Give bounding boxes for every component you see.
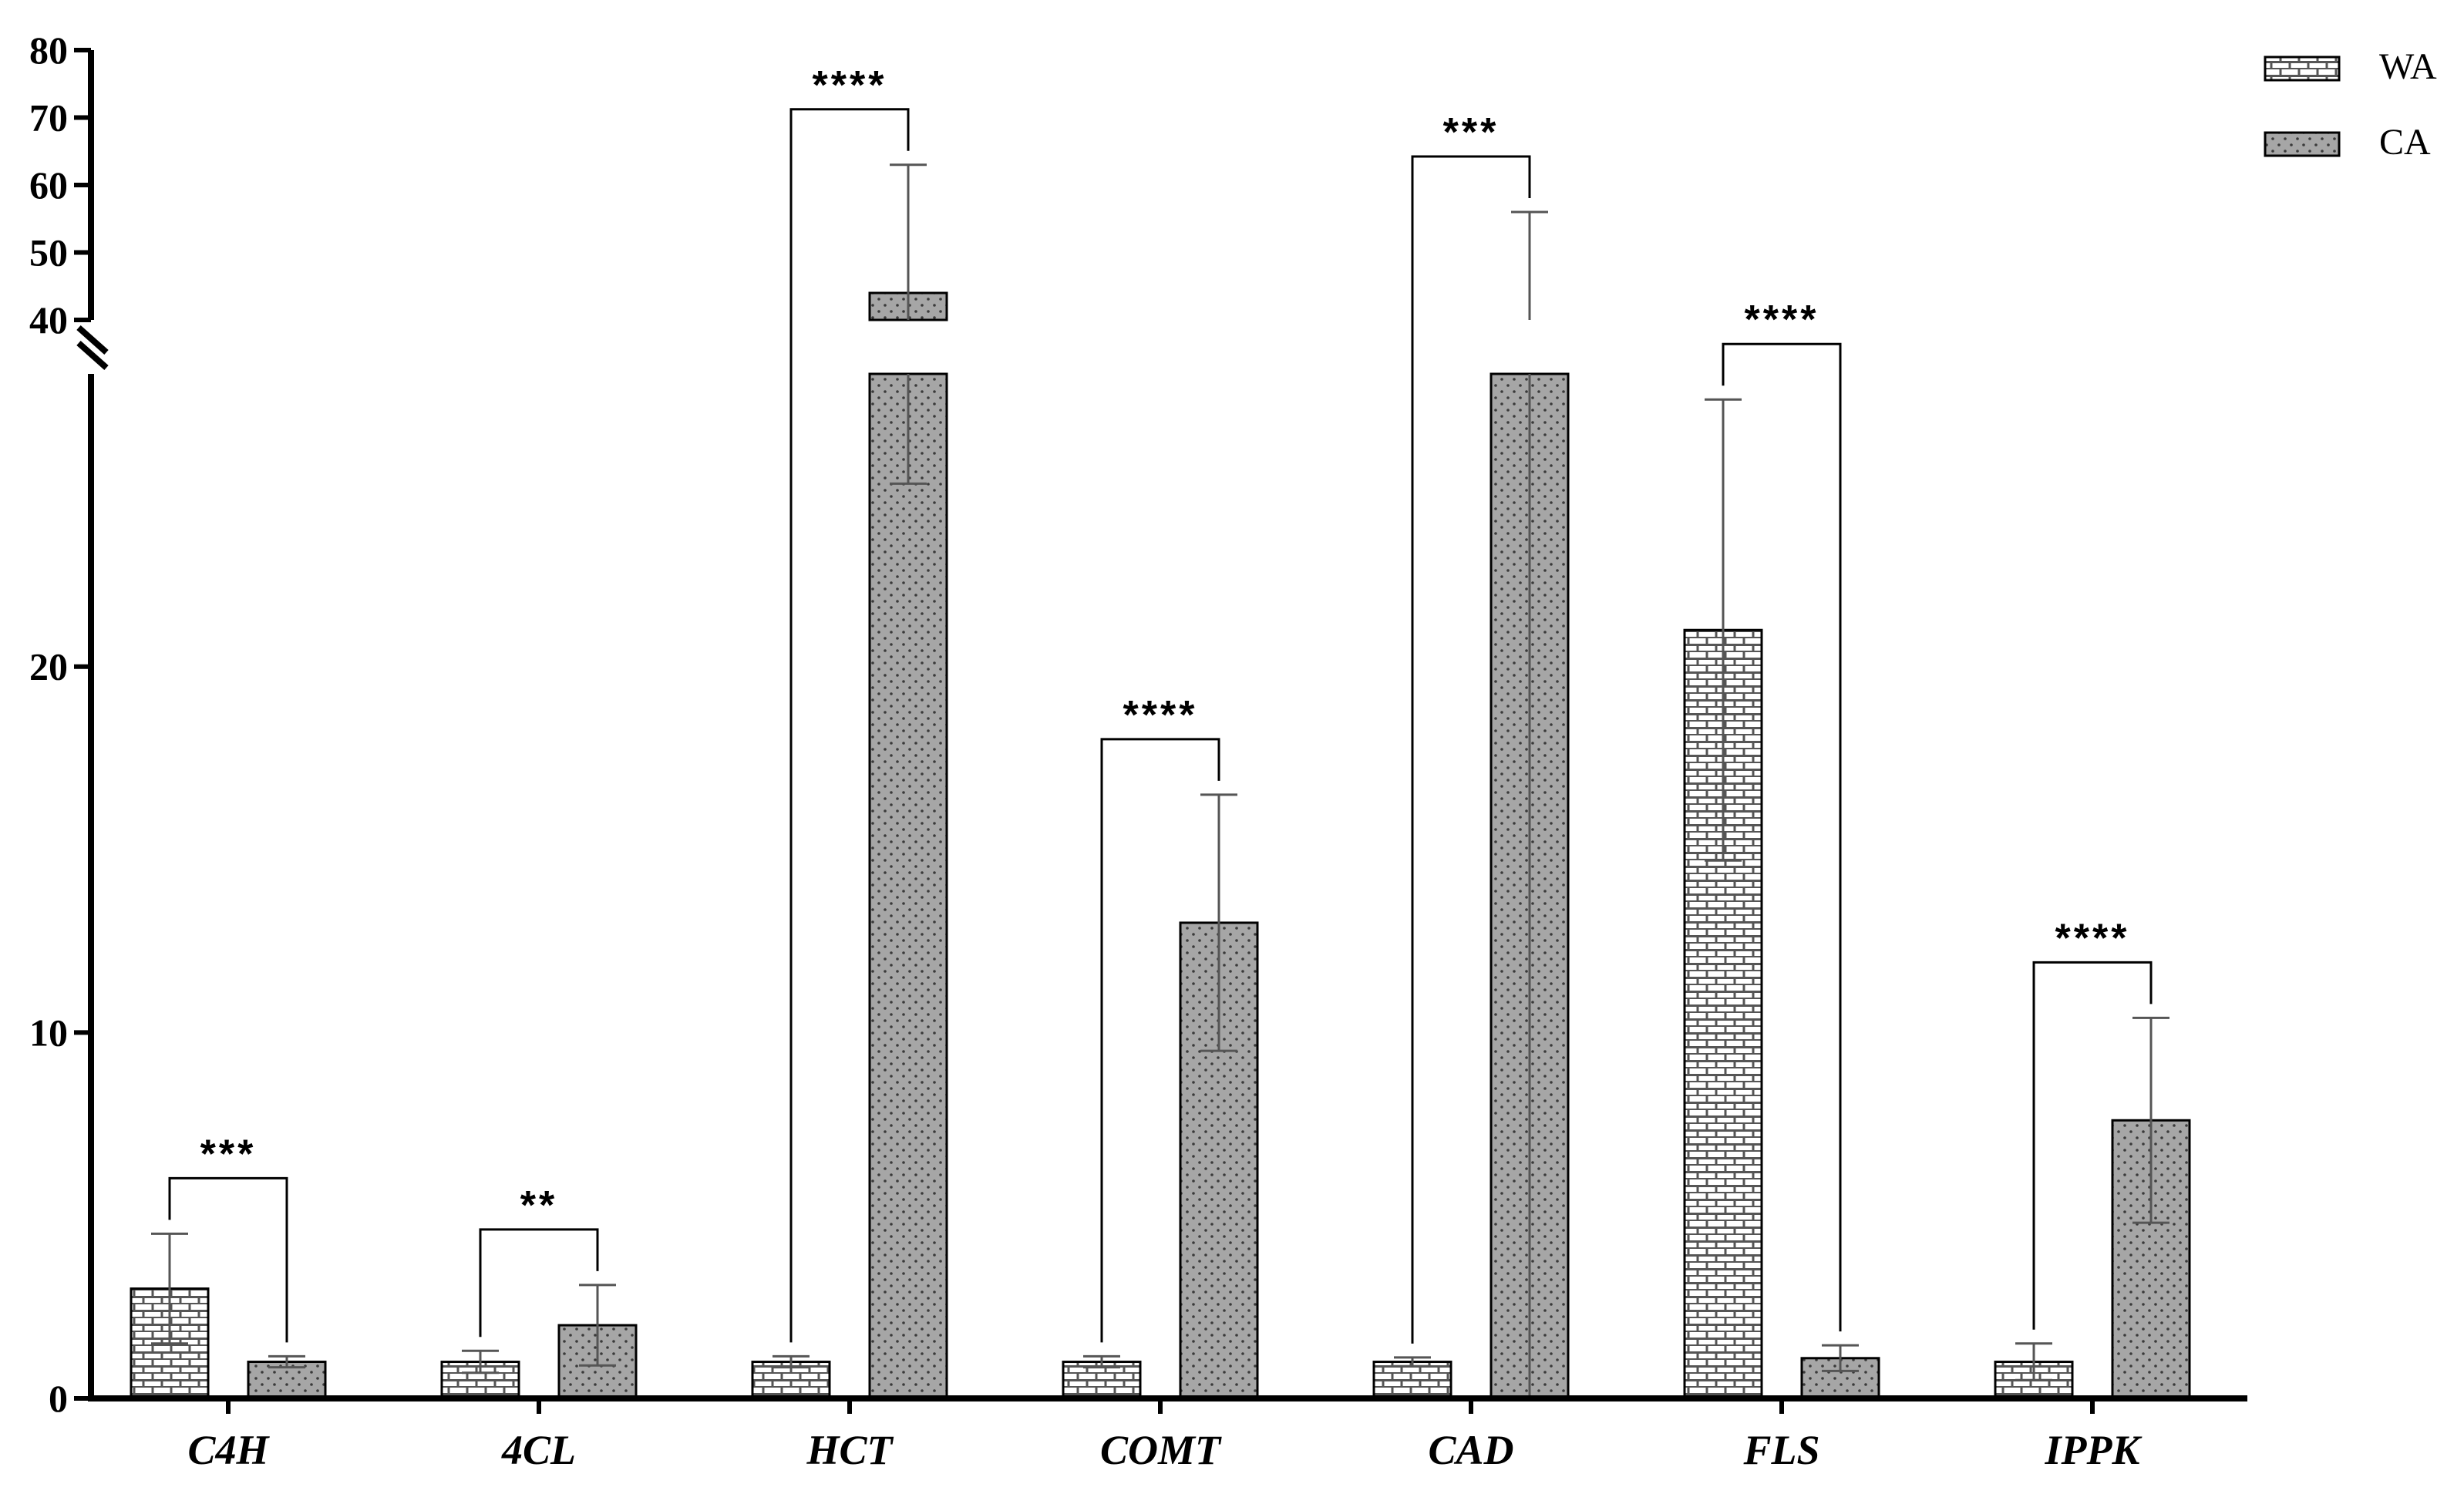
sig-label-cad: *** <box>1443 110 1500 155</box>
bar-ca-hct-lower <box>868 372 948 1400</box>
sig-bracket-c4h <box>168 1176 288 1343</box>
category-label-c4h: C4H <box>187 1427 270 1473</box>
y-tick-label-upper-2: 60 <box>29 163 68 207</box>
y-tick-label-lower-1: 10 <box>29 1011 68 1054</box>
sig-label-hct: **** <box>813 63 887 108</box>
sig-label-comt: **** <box>1123 693 1198 738</box>
sig-bracket-4cl <box>479 1228 599 1338</box>
y-tick-label-upper-4: 80 <box>29 29 68 72</box>
category-label-4cl: 4CL <box>501 1427 576 1473</box>
sig-label-c4h: *** <box>200 1132 257 1176</box>
sig-bracket-ippk <box>2032 961 2153 1330</box>
legend-swatch-ca <box>2264 131 2341 157</box>
y-tick-label-lower-2: 20 <box>29 645 68 688</box>
y-tick-label-lower-0: 0 <box>49 1377 68 1420</box>
sig-label-ippk: **** <box>2055 916 2130 961</box>
y-tick-label-upper-1: 50 <box>29 231 68 274</box>
sig-bracket-comt <box>1100 738 1220 1343</box>
axis-break-mark-1 <box>76 325 109 355</box>
sig-label-4cl: ** <box>520 1183 557 1228</box>
legend-label-ca: CA <box>2379 122 2431 163</box>
sig-bracket-fls <box>1722 342 1842 1332</box>
sig-label-fls: **** <box>1745 298 1819 342</box>
y-tick-label-upper-3: 70 <box>29 96 68 140</box>
y-tick-label-upper-0: 40 <box>29 298 68 342</box>
sig-bracket-hct <box>789 108 910 1343</box>
sig-bracket-cad <box>1411 155 1531 1344</box>
legend-swatch-wa <box>2264 56 2341 82</box>
category-label-fls: FLS <box>1742 1427 1819 1473</box>
axis-break-mark-2 <box>76 341 109 370</box>
category-label-ippk: IPPK <box>2044 1427 2143 1473</box>
category-label-hct: HCT <box>806 1427 894 1473</box>
legend-label-wa: WA <box>2379 46 2437 87</box>
category-label-comt: COMT <box>1100 1427 1222 1473</box>
bar-wa-comt <box>1062 1361 1142 1400</box>
category-label-cad: CAD <box>1428 1427 1513 1473</box>
